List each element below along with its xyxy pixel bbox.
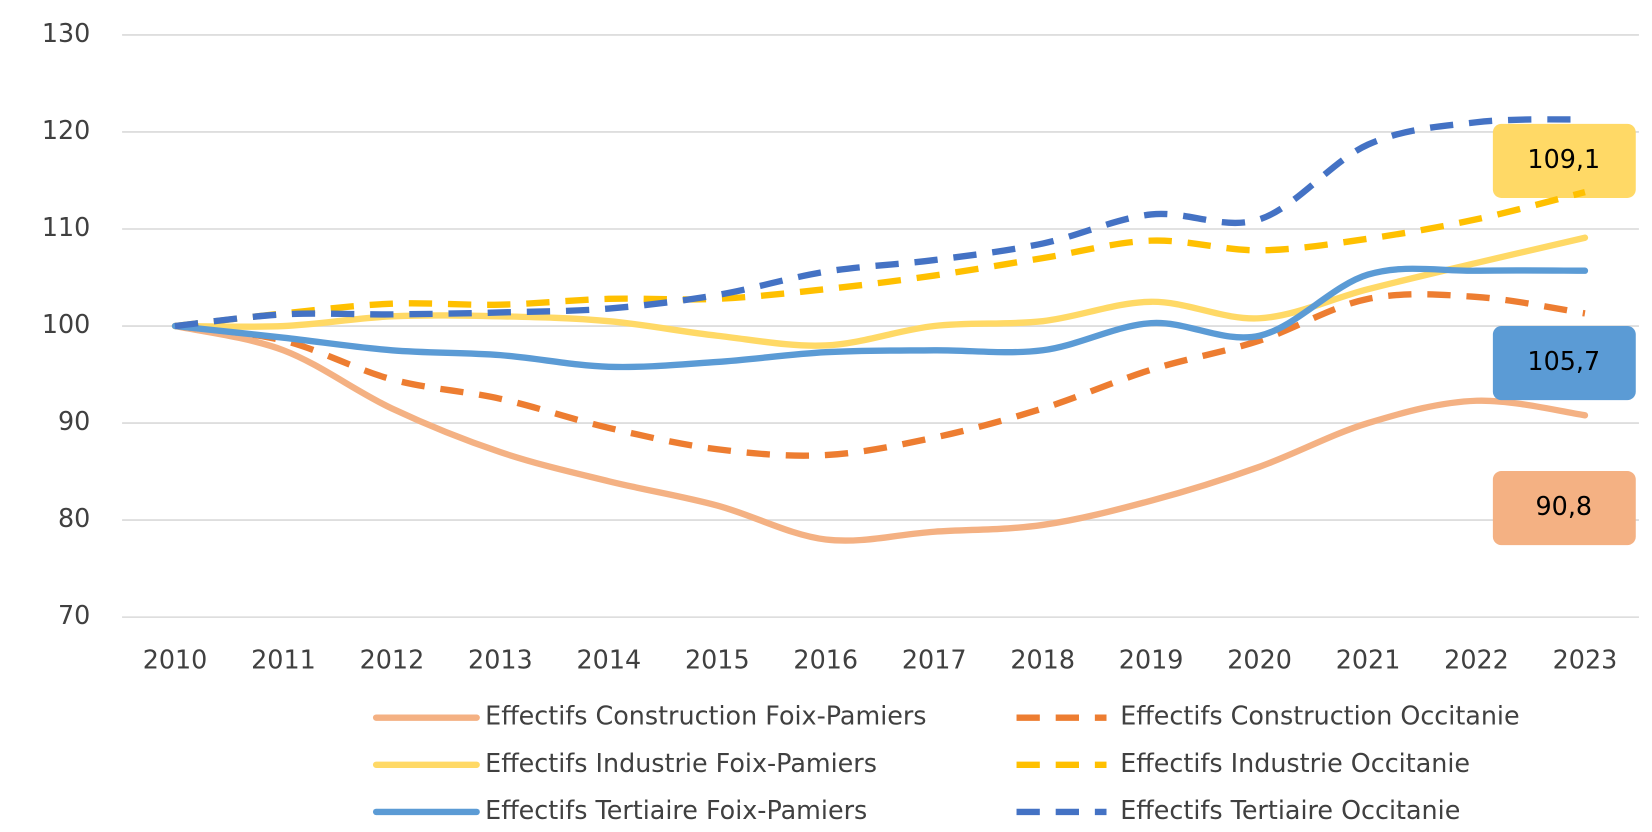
value-label: 90,8 — [1536, 491, 1593, 521]
x-tick-label: 2021 — [1336, 645, 1401, 675]
series-line — [171, 234, 1589, 349]
y-tick-label: 110 — [42, 212, 90, 242]
series-line — [174, 291, 1586, 459]
x-tick-label: 2022 — [1444, 645, 1509, 675]
value-label: 105,7 — [1527, 346, 1600, 376]
x-tick-label: 2020 — [1227, 645, 1292, 675]
y-tick-label: 130 — [42, 18, 90, 48]
x-tick-label: 2014 — [577, 645, 642, 675]
value-label: 109,1 — [1527, 144, 1600, 174]
x-tick-label: 2016 — [793, 645, 858, 675]
x-tick-label: 2013 — [468, 645, 533, 675]
value-label-box — [1492, 326, 1636, 401]
x-tick-label: 2011 — [251, 645, 316, 675]
y-tick-label: 120 — [42, 115, 90, 145]
legend-label: Effectifs Tertiaire Occitanie — [1120, 795, 1460, 825]
legend-label: Effectifs Industrie Foix-Pamiers — [485, 748, 877, 778]
y-tick-label: 90 — [58, 406, 90, 436]
y-tick-label: 100 — [42, 309, 90, 339]
series-line — [174, 116, 1586, 330]
y-tick-label: 80 — [58, 503, 90, 533]
value-label-box — [1492, 123, 1636, 198]
series-line — [174, 189, 1586, 330]
x-tick-label: 2019 — [1119, 645, 1184, 675]
legend-label: Effectifs Industrie Occitanie — [1120, 748, 1470, 778]
value-label-box — [1492, 471, 1636, 546]
x-tick-label: 2018 — [1010, 645, 1075, 675]
x-tick-label: 2010 — [143, 645, 208, 675]
legend-label: Effectifs Construction Occitanie — [1120, 701, 1519, 731]
series-line — [171, 265, 1589, 371]
x-tick-label: 2023 — [1553, 645, 1618, 675]
x-tick-label: 2012 — [360, 645, 425, 675]
x-tick-label: 2017 — [902, 645, 967, 675]
series-line — [171, 322, 1589, 544]
legend-label: Effectifs Tertiaire Foix-Pamiers — [485, 795, 867, 825]
legend-label: Effectifs Construction Foix-Pamiers — [485, 701, 926, 731]
x-tick-label: 2015 — [685, 645, 750, 675]
y-tick-label: 70 — [58, 600, 90, 630]
